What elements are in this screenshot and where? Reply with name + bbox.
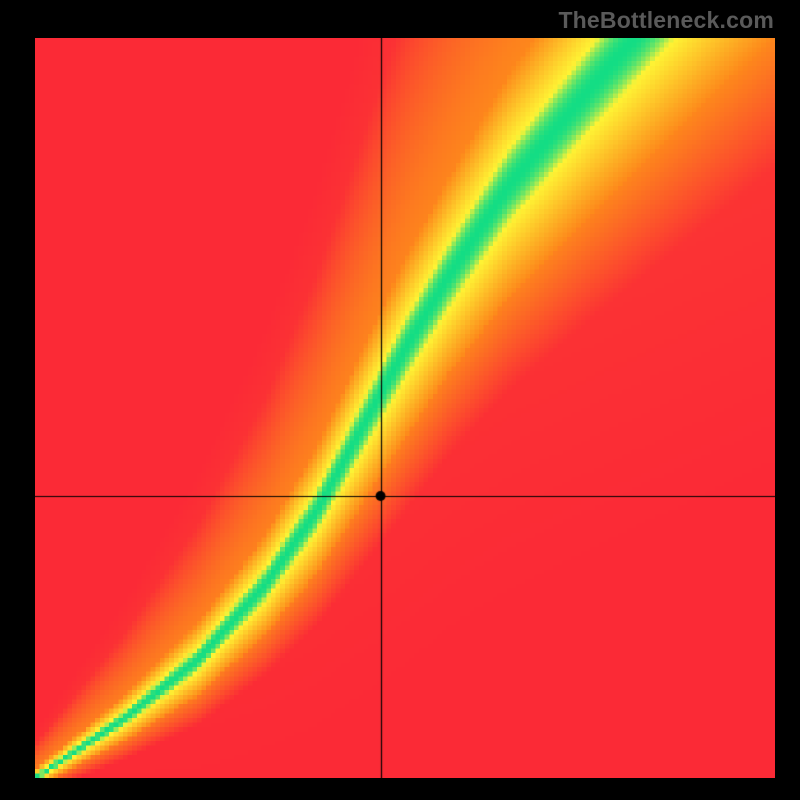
watermark-text: TheBottleneck.com bbox=[558, 7, 774, 34]
chart-stage: TheBottleneck.com bbox=[0, 0, 800, 800]
heatmap-canvas bbox=[35, 38, 775, 778]
